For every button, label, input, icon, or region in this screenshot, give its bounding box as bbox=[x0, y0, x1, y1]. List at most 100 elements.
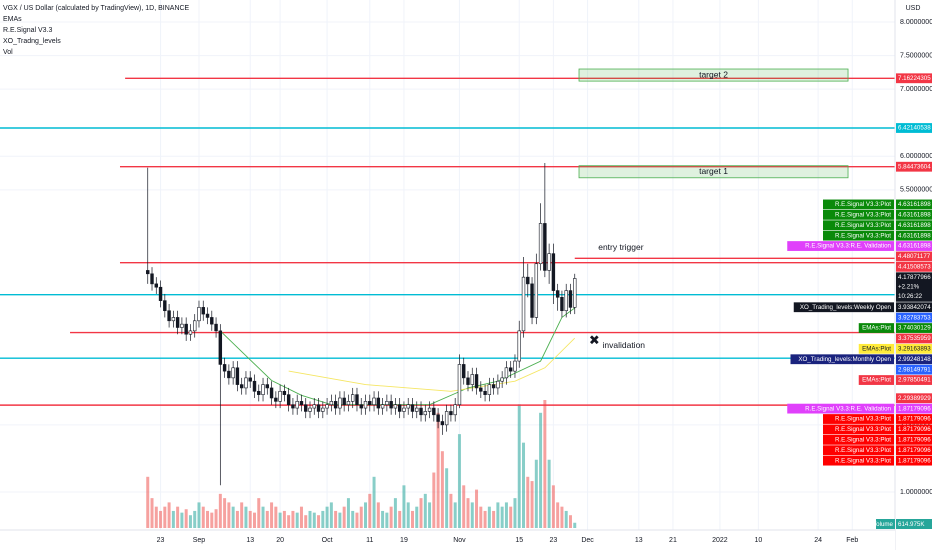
volume-bar bbox=[282, 510, 286, 528]
price-label-box bbox=[896, 455, 932, 466]
ema-line bbox=[288, 337, 576, 392]
price-label-box bbox=[896, 230, 932, 241]
price-label: 2.29389929 bbox=[898, 395, 931, 402]
time-axis bbox=[0, 530, 895, 550]
candle-body bbox=[333, 401, 338, 409]
candle-body bbox=[483, 390, 487, 395]
candle-body bbox=[444, 411, 449, 426]
volume-bar bbox=[406, 502, 410, 528]
candle-body bbox=[184, 323, 188, 335]
series-name-box bbox=[823, 220, 894, 231]
series-name-box bbox=[823, 230, 894, 241]
volume-bar bbox=[321, 510, 325, 528]
volume-label-box bbox=[896, 519, 932, 529]
indicator-name: Vol bbox=[3, 49, 13, 56]
series-name-box bbox=[858, 343, 894, 354]
volume-bar bbox=[513, 498, 517, 528]
series-name: XO_Trading_levels:Monthly Open bbox=[798, 356, 891, 363]
candle-body bbox=[427, 407, 432, 412]
candle-body bbox=[560, 296, 564, 312]
volume-bar bbox=[223, 498, 227, 528]
volume-bar bbox=[248, 510, 252, 528]
price-label: 4.63161898 bbox=[898, 222, 931, 229]
price-label-box bbox=[896, 123, 932, 133]
y-tick-label: 8.00000000 bbox=[900, 19, 932, 26]
candle-body bbox=[150, 273, 154, 285]
volume-bar bbox=[568, 515, 572, 528]
volume-bar bbox=[193, 510, 197, 528]
candle-body bbox=[397, 404, 402, 412]
volume-bar bbox=[364, 502, 368, 528]
candle-body bbox=[440, 421, 445, 426]
candle-body bbox=[171, 317, 176, 322]
volume-bar bbox=[287, 515, 291, 528]
volume-bar bbox=[419, 498, 423, 528]
candle-body bbox=[295, 401, 299, 409]
volume-bar bbox=[274, 506, 278, 528]
volume-bar bbox=[496, 502, 500, 528]
price-label-box bbox=[896, 323, 932, 333]
price-label-box bbox=[896, 161, 932, 172]
price-label-box bbox=[896, 333, 932, 344]
volume-bar bbox=[342, 506, 346, 528]
candle-body bbox=[513, 360, 517, 372]
series-name-box bbox=[793, 302, 894, 313]
candles bbox=[146, 163, 577, 486]
candle-body bbox=[393, 404, 398, 409]
volume-bar bbox=[214, 509, 218, 528]
volume-bar bbox=[372, 476, 376, 528]
volume-bar bbox=[368, 493, 372, 528]
price-label-box bbox=[896, 375, 932, 385]
price-label-box bbox=[896, 251, 932, 262]
target-box bbox=[578, 165, 849, 179]
volume-bar bbox=[167, 502, 171, 528]
price-label: 3.37535959 bbox=[898, 335, 931, 342]
price-label: 3.93842074 bbox=[898, 304, 931, 311]
volume-bar bbox=[376, 502, 380, 528]
price-label: 1.87179096 bbox=[898, 436, 931, 443]
volume-bar bbox=[184, 509, 188, 528]
volume-bar bbox=[564, 510, 568, 528]
x-tick-label: Feb bbox=[846, 537, 858, 544]
volume-bar bbox=[398, 510, 402, 528]
currency: USD bbox=[906, 5, 921, 12]
price-label: 1.87179096 bbox=[898, 426, 931, 433]
indicator-name: R.E.Signal V3.3 bbox=[3, 27, 53, 34]
candle-body bbox=[372, 397, 376, 406]
candle-body bbox=[466, 377, 470, 385]
x-tick-label: 2022 bbox=[712, 537, 728, 544]
volume-bar bbox=[440, 451, 444, 528]
price-label-box bbox=[896, 424, 932, 435]
annotation: target 1 bbox=[699, 166, 728, 176]
candle-body bbox=[457, 364, 462, 406]
annotation-boxes bbox=[578, 68, 849, 179]
candle-body bbox=[235, 367, 240, 385]
volume-bar bbox=[470, 502, 474, 528]
volume-bar bbox=[210, 512, 214, 528]
price-label-box bbox=[896, 209, 932, 220]
series-name: R.E.Signal V3.3:Plot bbox=[835, 222, 891, 229]
volume-bar bbox=[299, 506, 303, 528]
candle-body bbox=[312, 404, 316, 409]
x-tick-label: 21 bbox=[669, 537, 677, 544]
candle-body bbox=[508, 367, 513, 372]
candle-body bbox=[449, 411, 453, 416]
volume-bar bbox=[231, 506, 235, 528]
volume-bar bbox=[526, 476, 530, 528]
candle-body bbox=[231, 367, 235, 379]
ema-lines bbox=[219, 307, 576, 406]
candle-body bbox=[453, 404, 457, 416]
candle-body bbox=[188, 330, 193, 335]
candle-body bbox=[517, 330, 521, 362]
candle-body bbox=[436, 414, 440, 422]
candle-body bbox=[222, 364, 227, 372]
price-label: 1.87179096 bbox=[898, 457, 931, 464]
volume-bar bbox=[270, 502, 274, 528]
candle-body bbox=[205, 313, 210, 318]
chart-title: VGX / US Dollar (calculated by TradingVi… bbox=[3, 5, 190, 12]
candle-body bbox=[385, 401, 389, 406]
x-tick-label: Nov bbox=[453, 537, 466, 544]
volume-pane bbox=[146, 400, 577, 528]
volume-bar bbox=[188, 515, 192, 528]
volume-bar bbox=[509, 506, 513, 528]
